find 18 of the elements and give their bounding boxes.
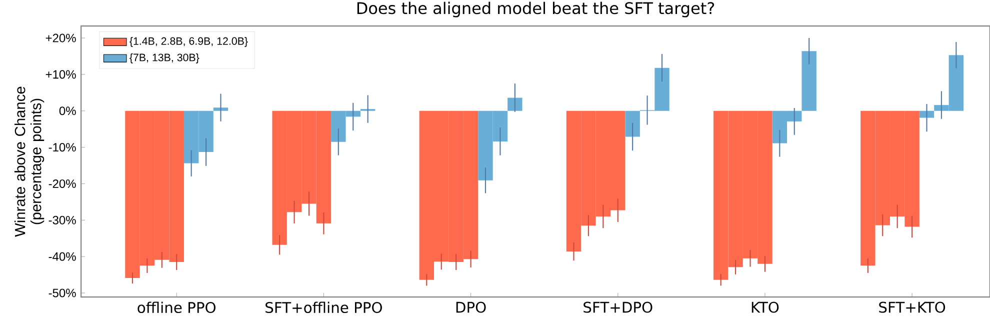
x-tick-label: SFT+KTO — [879, 302, 946, 313]
y-tick-label: -50% — [48, 288, 76, 298]
y-tick-label: +20% — [46, 34, 76, 42]
x-tick-label: SFT+DPO — [584, 302, 652, 313]
y-tick-label: 0% — [59, 106, 76, 116]
x-tick-label: KTO — [752, 302, 779, 313]
chart-title: Does the aligned model beat the SFT target? — [357, 2, 714, 18]
x-tick-label: DPO — [456, 302, 486, 313]
y-tick-label: -40% — [48, 252, 76, 261]
y-tick-label: +10% — [46, 70, 76, 79]
legend-label: {7B, 13B, 30B} — [130, 53, 200, 64]
y-tick-label: -10% — [48, 143, 76, 152]
y-axis-title: Winrate above Chance (percentage points) — [14, 86, 44, 237]
legend-label: {1.4B, 2.8B, 6.9B, 12.0B} — [130, 37, 248, 47]
y-tick-label: -30% — [48, 216, 76, 224]
y-tick-label: -20% — [48, 179, 76, 188]
x-tick-label: SFT+offline PPO — [266, 302, 382, 314]
x-tick-label: offline PPO — [138, 302, 216, 314]
